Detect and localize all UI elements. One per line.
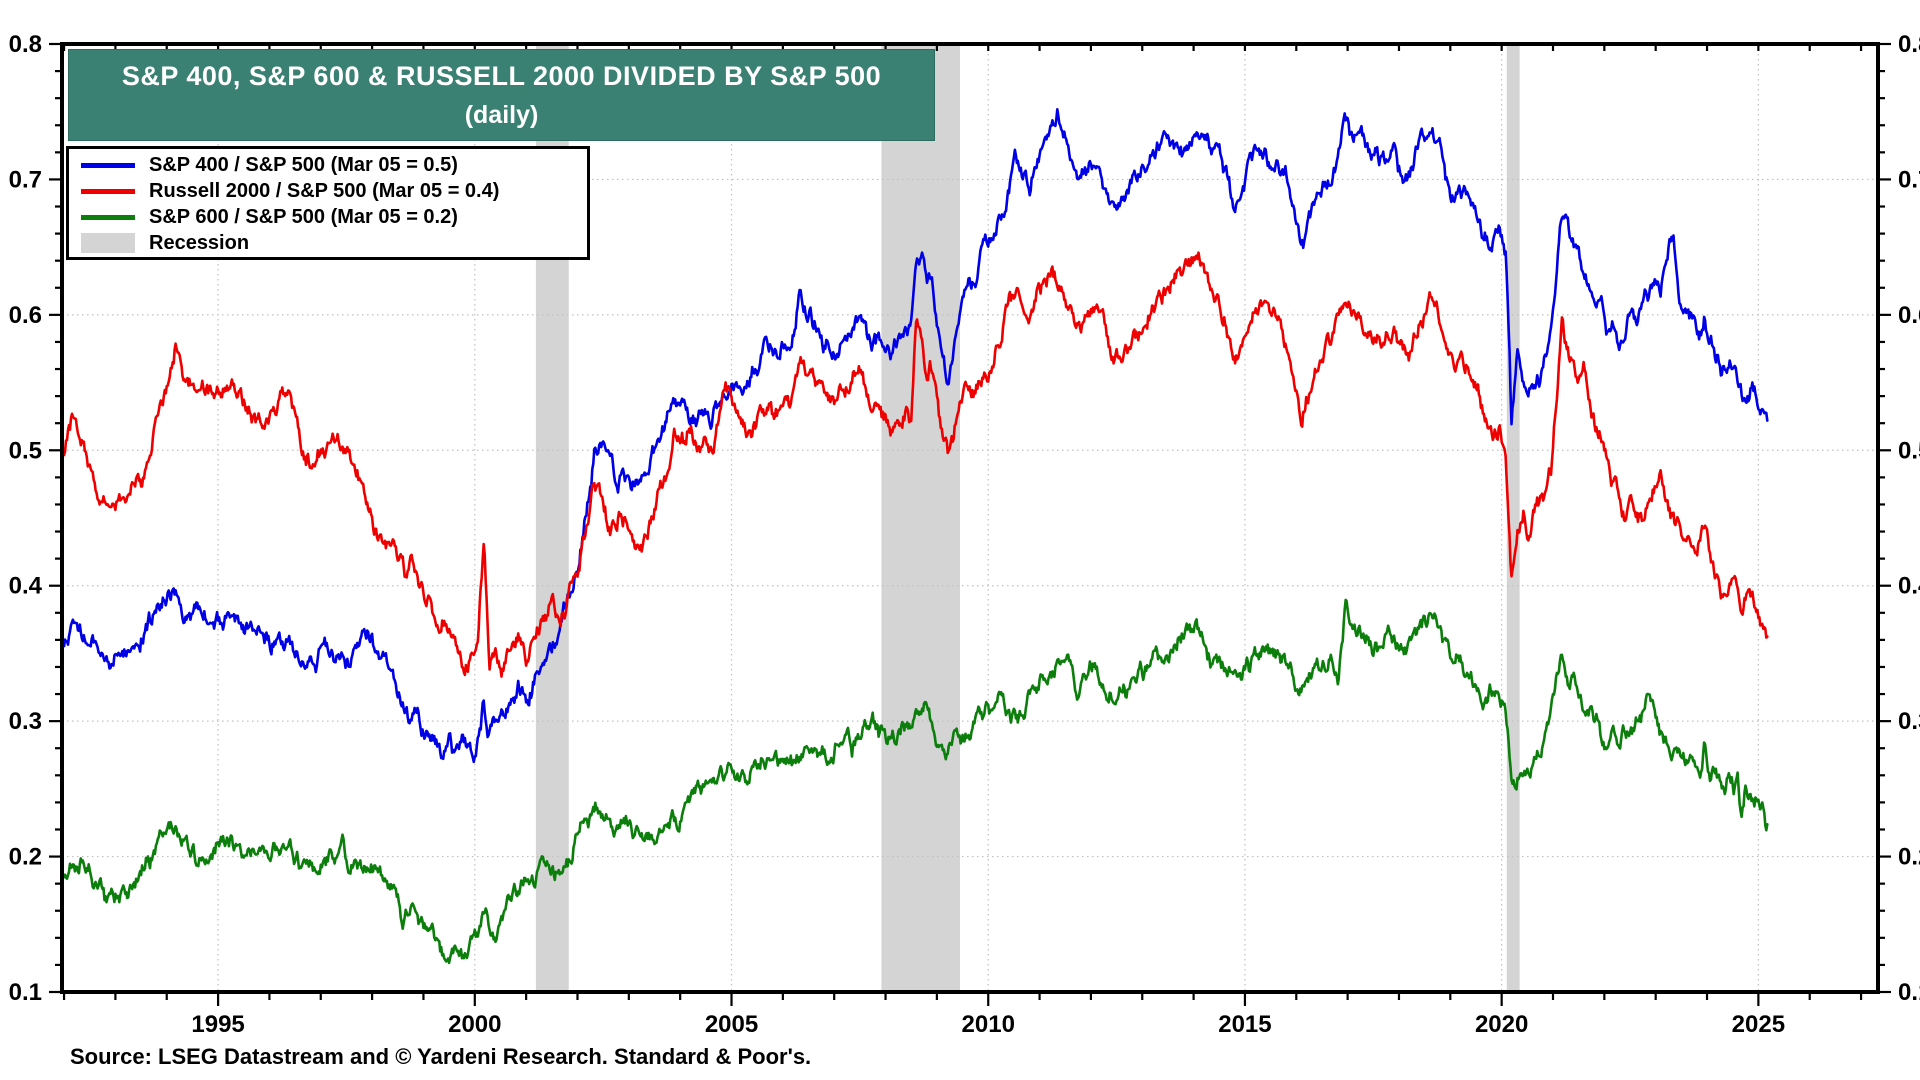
y-axis-label-left: 0.7 xyxy=(9,166,42,193)
y-axis-label-left: 0.2 xyxy=(9,844,42,871)
legend-item-russell2000: Russell 2000 / S&P 500 (Mar 05 = 0.4) xyxy=(69,178,587,204)
y-axis-label-left: 0.5 xyxy=(9,437,42,464)
y-axis-label-right: 0.8 xyxy=(1898,31,1920,58)
plot-frame xyxy=(60,42,1880,994)
y-axis-label-left: 0.1 xyxy=(9,979,42,1006)
y-axis-label-right: 0.3 xyxy=(1898,708,1920,735)
y-axis-label-right: 0.6 xyxy=(1898,302,1920,329)
russell2000-line-swatch-icon xyxy=(81,188,135,194)
legend-label: S&P 600 / S&P 500 (Mar 05 = 0.2) xyxy=(149,205,458,228)
chart-subtitle: (daily) xyxy=(464,101,539,129)
sp600-line-swatch-icon xyxy=(81,214,135,220)
legend-label: S&P 400 / S&P 500 (Mar 05 = 0.5) xyxy=(149,153,458,176)
gridlines xyxy=(62,44,1878,992)
y-axis-label-left: 0.6 xyxy=(9,302,42,329)
y-axis-label-right: 0.1 xyxy=(1898,979,1920,1006)
legend-item-sp400: S&P 400 / S&P 500 (Mar 05 = 0.5) xyxy=(69,152,587,178)
x-axis-label: 2000 xyxy=(448,1011,501,1038)
x-axis-label: 2010 xyxy=(962,1011,1015,1038)
legend-item-recession: Recession xyxy=(69,230,587,256)
legend: S&P 400 / S&P 500 (Mar 05 = 0.5) Russell… xyxy=(66,146,590,260)
recession-band xyxy=(881,44,960,992)
legend-label: Russell 2000 / S&P 500 (Mar 05 = 0.4) xyxy=(149,179,500,202)
chart-title: S&P 400, S&P 600 & RUSSELL 2000 DIVIDED … xyxy=(121,61,882,91)
y-axis-label-left: 0.4 xyxy=(9,573,43,600)
sp400-line-swatch-icon xyxy=(81,162,135,168)
axis-ticks xyxy=(49,42,1891,1006)
chart-title-box: S&P 400, S&P 600 & RUSSELL 2000 DIVIDED … xyxy=(68,49,935,141)
y-axis-label-right: 0.5 xyxy=(1898,437,1920,464)
x-axis-label: 2020 xyxy=(1475,1011,1528,1038)
series-lines xyxy=(62,108,1769,965)
series-line-1 xyxy=(62,108,1769,764)
series-line-3 xyxy=(62,598,1769,965)
x-axis-label: 2015 xyxy=(1218,1011,1271,1038)
y-axis-label-right: 0.2 xyxy=(1898,844,1920,871)
legend-label: Recession xyxy=(149,231,250,254)
x-axis-label: 2005 xyxy=(705,1011,758,1038)
legend-item-sp600: S&P 600 / S&P 500 (Mar 05 = 0.2) xyxy=(69,204,587,230)
axis-tick-labels: 0.1 0.1 0.2 0.2 0.3 0.3 0.4 0.4 0.5 0.5 0.6 0.6 0.7 0… xyxy=(9,31,1920,1038)
series-line-2 xyxy=(62,251,1769,678)
y-axis-label-left: 0.3 xyxy=(9,708,42,735)
source-attribution: Source: LSEG Datastream and © Yardeni Re… xyxy=(70,1044,812,1069)
recession-box-swatch-icon xyxy=(81,233,135,253)
y-axis-label-right: 0.7 xyxy=(1898,166,1920,193)
y-axis-label-right: 0.4 xyxy=(1898,573,1920,600)
x-axis-label: 2025 xyxy=(1732,1011,1785,1038)
y-axis-label-left: 0.8 xyxy=(9,31,42,58)
x-axis-label: 1995 xyxy=(191,1011,244,1038)
